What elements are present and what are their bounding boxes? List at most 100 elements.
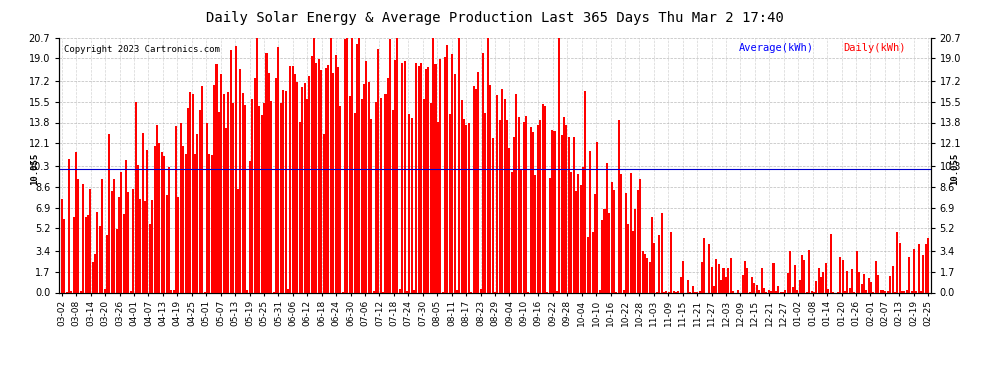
Bar xyxy=(713,286,715,292)
Bar xyxy=(84,217,86,292)
Bar xyxy=(820,277,822,292)
Bar xyxy=(92,262,94,292)
Bar xyxy=(767,290,770,292)
Bar xyxy=(365,62,367,292)
Bar xyxy=(532,132,534,292)
Bar xyxy=(746,267,748,292)
Bar xyxy=(440,59,442,292)
Bar xyxy=(280,104,282,292)
Bar xyxy=(516,94,518,292)
Bar xyxy=(340,106,342,292)
Bar xyxy=(913,249,915,292)
Bar xyxy=(177,197,179,292)
Bar xyxy=(351,38,353,292)
Bar xyxy=(211,155,213,292)
Bar xyxy=(308,76,310,292)
Bar xyxy=(187,108,189,292)
Bar xyxy=(242,93,244,292)
Bar xyxy=(99,226,101,292)
Bar xyxy=(68,159,70,292)
Bar xyxy=(796,290,798,292)
Bar xyxy=(842,260,843,292)
Bar xyxy=(911,291,913,292)
Bar xyxy=(230,50,232,292)
Bar xyxy=(577,174,579,292)
Bar xyxy=(375,102,377,292)
Bar xyxy=(575,191,577,292)
Bar xyxy=(377,50,379,292)
Bar xyxy=(920,291,922,292)
Bar xyxy=(423,99,425,292)
Bar xyxy=(620,174,622,292)
Bar xyxy=(301,87,303,292)
Bar xyxy=(258,106,260,292)
Bar xyxy=(399,289,401,292)
Bar xyxy=(637,189,639,292)
Bar xyxy=(625,193,627,292)
Bar xyxy=(496,94,498,292)
Bar xyxy=(896,232,898,292)
Bar xyxy=(165,195,167,292)
Bar xyxy=(299,122,301,292)
Bar xyxy=(189,92,191,292)
Bar xyxy=(346,38,348,292)
Bar xyxy=(128,192,130,292)
Bar xyxy=(372,291,374,292)
Bar xyxy=(223,94,225,292)
Bar xyxy=(540,120,542,292)
Bar xyxy=(906,290,908,292)
Text: 10.055: 10.055 xyxy=(950,153,959,185)
Bar xyxy=(737,290,739,292)
Bar xyxy=(296,82,298,292)
Bar xyxy=(923,255,925,292)
Bar xyxy=(80,291,82,292)
Bar xyxy=(743,261,745,292)
Bar xyxy=(804,260,806,292)
Bar xyxy=(113,179,115,292)
Bar xyxy=(199,110,201,292)
Bar xyxy=(530,128,532,292)
Bar xyxy=(456,290,458,292)
Bar xyxy=(306,99,308,292)
Bar xyxy=(875,261,877,292)
Bar xyxy=(206,123,208,292)
Bar xyxy=(687,280,689,292)
Bar xyxy=(432,38,435,292)
Bar xyxy=(404,62,406,292)
Bar xyxy=(416,63,418,292)
Bar xyxy=(480,289,482,292)
Bar xyxy=(184,154,186,292)
Bar xyxy=(718,264,720,292)
Bar xyxy=(406,291,408,292)
Bar xyxy=(111,191,113,292)
Bar xyxy=(548,178,550,292)
Bar xyxy=(348,96,350,292)
Bar xyxy=(151,200,153,292)
Bar xyxy=(451,54,453,292)
Bar xyxy=(565,125,567,292)
Bar xyxy=(453,74,455,292)
Bar xyxy=(256,38,258,292)
Bar xyxy=(323,134,325,292)
Bar xyxy=(487,38,489,292)
Bar xyxy=(82,184,84,292)
Bar xyxy=(353,113,355,292)
Bar xyxy=(345,39,346,292)
Bar xyxy=(328,64,330,292)
Bar xyxy=(555,291,558,292)
Bar xyxy=(787,273,789,292)
Bar xyxy=(840,257,842,292)
Bar xyxy=(472,86,474,292)
Bar xyxy=(89,189,91,292)
Bar xyxy=(147,150,148,292)
Bar xyxy=(551,130,553,292)
Bar xyxy=(363,84,365,292)
Bar xyxy=(425,69,427,292)
Bar xyxy=(116,229,118,292)
Bar xyxy=(123,214,125,292)
Bar xyxy=(170,290,172,292)
Bar xyxy=(125,160,127,292)
Bar xyxy=(918,244,920,292)
Bar xyxy=(553,132,555,292)
Bar xyxy=(135,102,137,292)
